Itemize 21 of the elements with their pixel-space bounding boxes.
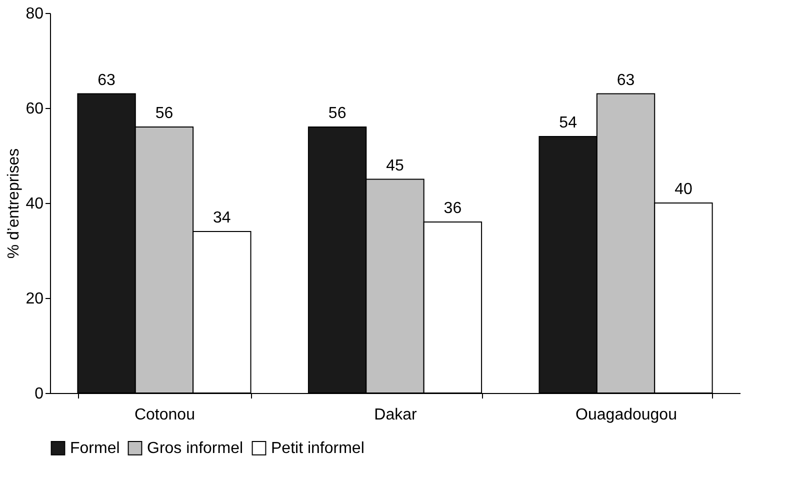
y-tick-label: 80 bbox=[26, 6, 44, 22]
data-label: 34 bbox=[213, 210, 231, 226]
x-tick-label: Ouagadougou bbox=[576, 406, 677, 424]
legend-label: Petit informel bbox=[271, 440, 364, 458]
y-tick-label: 0 bbox=[34, 386, 44, 402]
legend-label: Formel bbox=[70, 440, 120, 458]
y-tick-label: 20 bbox=[26, 290, 44, 308]
y-tick-label: 60 bbox=[26, 100, 44, 118]
x-tick-label: Dakar bbox=[374, 406, 418, 424]
data-label: 40 bbox=[674, 181, 692, 198]
data-label: 63 bbox=[616, 72, 635, 89]
data-label: 36 bbox=[444, 200, 462, 217]
x-tick-label: Cotonou bbox=[134, 406, 195, 424]
data-label: 54 bbox=[559, 114, 578, 132]
data-label: 45 bbox=[386, 157, 404, 174]
y-axis-title: % d’entreprises bbox=[6, 148, 23, 259]
data-label: 63 bbox=[98, 72, 116, 89]
data-label: 56 bbox=[155, 105, 174, 122]
y-tick-label: 40 bbox=[26, 196, 44, 212]
legend-label: Gros informel bbox=[147, 440, 244, 458]
data-label: 56 bbox=[328, 105, 346, 122]
